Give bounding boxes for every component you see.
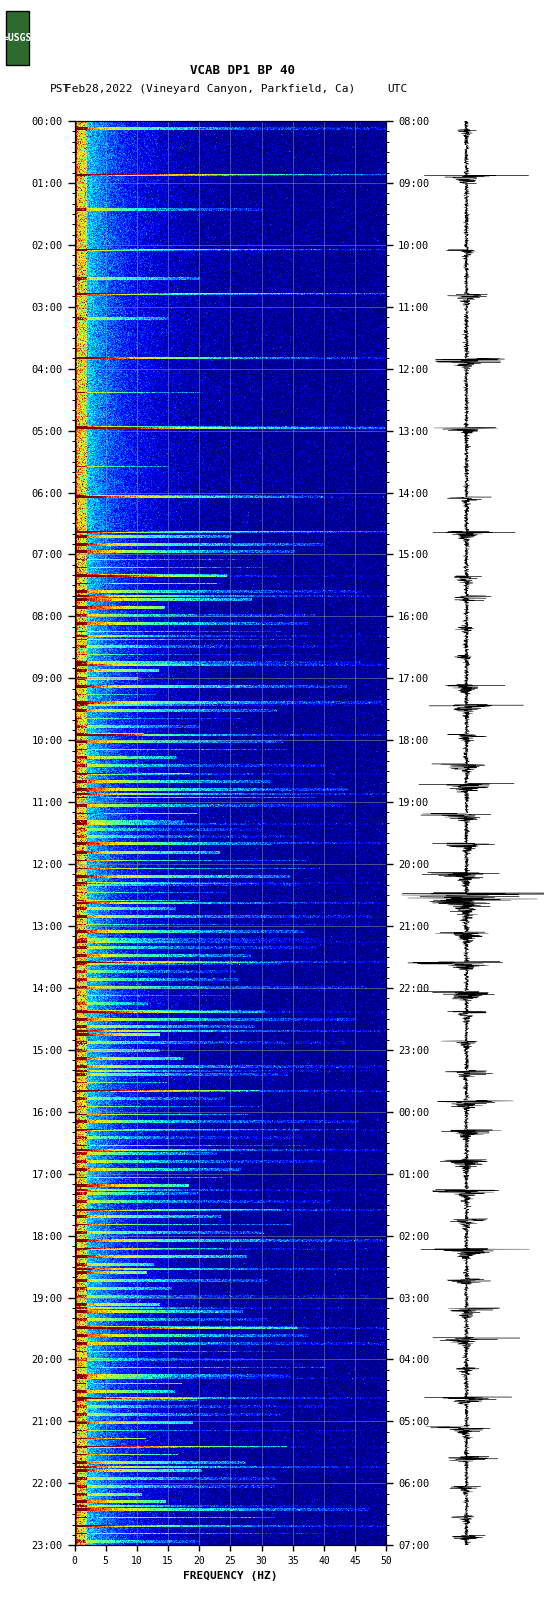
FancyBboxPatch shape: [6, 11, 29, 65]
Text: ≈USGS: ≈USGS: [2, 32, 32, 44]
Text: PST: PST: [50, 84, 70, 94]
Text: VCAB DP1 BP 40: VCAB DP1 BP 40: [190, 65, 295, 77]
Text: UTC: UTC: [388, 84, 407, 94]
X-axis label: FREQUENCY (HZ): FREQUENCY (HZ): [183, 1571, 278, 1581]
Text: Feb28,2022 (Vineyard Canyon, Parkfield, Ca): Feb28,2022 (Vineyard Canyon, Parkfield, …: [65, 84, 355, 94]
